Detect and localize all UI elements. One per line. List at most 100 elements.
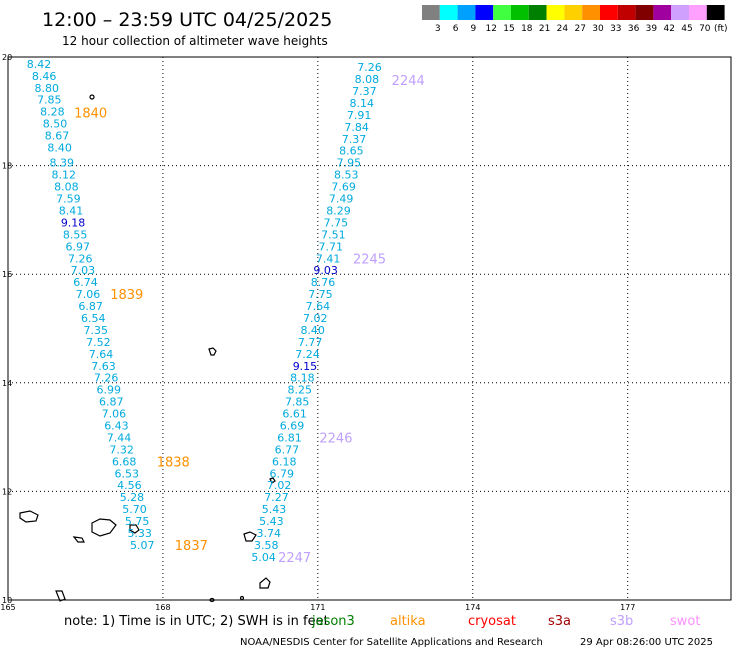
- wave-height-value: 5.07: [130, 539, 155, 552]
- legend-tick-label: 6: [453, 24, 459, 34]
- wave-height-value: 8.08: [355, 73, 380, 86]
- satellite-s3a-label: s3a: [548, 614, 571, 629]
- longitude-tick-label: 174: [465, 603, 480, 612]
- legend-swatch: [635, 5, 654, 20]
- note-row: note: 1) Time is in UTC; 2) SWH is in fe…: [64, 614, 700, 629]
- wave-height-value: 6.79: [269, 467, 294, 480]
- wave-height-value: 7.35: [84, 324, 109, 337]
- wave-height-value: 6.54: [81, 312, 106, 325]
- wave-height-value: 3.58: [254, 539, 279, 552]
- pass-number-label: 2244: [392, 74, 425, 89]
- note-text: note: 1) Time is in UTC; 2) SWH is in fe…: [64, 614, 329, 629]
- longitude-tick-label: 171: [310, 603, 325, 612]
- legend-tick-label: 36: [628, 24, 640, 34]
- pass-labels: 1840 1839 1838 1837 2244 2245 2246 2247: [74, 74, 425, 566]
- satellite-swot-label: swot: [670, 614, 700, 629]
- wave-height-value: 7.64: [306, 300, 331, 313]
- latitude-tick-label: 10: [2, 596, 12, 605]
- wave-height-value: 7.77: [298, 336, 323, 349]
- wave-height-value: 6.87: [99, 396, 124, 409]
- legend-swatch: [511, 5, 529, 20]
- track-1840: 8.428.468.807.858.288.508.678.40 8.398.12…: [27, 58, 88, 242]
- wave-height-value: 8.50: [43, 118, 68, 131]
- wave-height-value: 7.02: [267, 479, 292, 492]
- wave-height-value: 8.65: [339, 145, 364, 158]
- wave-height-value: 7.26: [68, 252, 93, 265]
- wave-height-value: 7.24: [295, 348, 320, 361]
- island: [19, 510, 39, 523]
- wave-height-value: 7.02: [303, 312, 328, 325]
- legend-swatch: [689, 5, 707, 20]
- satellite-jason3-label: jason3: [311, 614, 355, 629]
- legend-tick-label: 30: [592, 24, 604, 34]
- wave-height-value: 3.74: [257, 527, 282, 540]
- wave-height-value: 6.77: [275, 443, 300, 456]
- legend-tick-label: 45: [681, 24, 692, 34]
- track-1837: 5.07: [130, 539, 155, 552]
- axis-ticks: 165 168 171 174 177 20 18 16 14 12 10: [0, 53, 635, 612]
- graticule: [8, 57, 731, 600]
- wave-height-value: 7.91: [347, 109, 372, 122]
- wave-height-value: 6.99: [96, 384, 121, 397]
- legend-swatch: [653, 5, 672, 20]
- wave-height-value: 8.39: [49, 157, 74, 170]
- latitude-tick-label: 18: [2, 162, 12, 171]
- legend-tick-label: 12: [485, 24, 496, 34]
- wave-height-value: 7.75: [324, 216, 349, 229]
- legend-swatch: [617, 5, 636, 20]
- wave-height-value: 6.18: [272, 455, 297, 468]
- wave-height-value: 8.29: [326, 204, 351, 217]
- color-legend: 3 6 9 12 15 18 21 24 27 30 33 36 39 42 45 70: [422, 5, 725, 34]
- wave-height-value: 8.80: [34, 82, 59, 95]
- wave-height-value: 5.04: [251, 551, 276, 564]
- wave-height-value: 7.63: [91, 360, 116, 373]
- wave-height-value: 6.68: [112, 455, 137, 468]
- island: [89, 94, 95, 100]
- satellite-cryosat-label: cryosat: [468, 614, 516, 629]
- wave-height-value: 5.75: [125, 515, 150, 528]
- footer-timestamp: 29 Apr 08:26:00 UTC 2025: [580, 637, 713, 648]
- wave-height-value: 7.64: [89, 348, 114, 361]
- legend-tick-label: 21: [539, 24, 550, 34]
- latitude-tick-label: 14: [2, 379, 12, 388]
- map-frame: [7, 56, 732, 601]
- wave-height-value: 7.32: [109, 443, 134, 456]
- legend-swatch: [706, 5, 725, 20]
- wave-height-value: 7.41: [316, 252, 341, 265]
- legend-tick-label: 3: [435, 24, 441, 34]
- wave-height-value: 8.14: [350, 97, 375, 110]
- wave-height-value: 7.26: [357, 61, 382, 74]
- wave-height-value: 7.95: [337, 157, 362, 170]
- legend-swatch: [439, 5, 458, 20]
- island: [239, 595, 245, 601]
- footer-source: NOAA/NESDIS Center for Satellite Applica…: [240, 637, 543, 648]
- wave-height-value: 6.74: [73, 276, 98, 289]
- island: [243, 531, 257, 542]
- track-2245: 9.038.767.757.647.028.407.777.249.158.18…: [277, 264, 338, 444]
- map-area: 8.428.468.807.858.288.508.678.408.398.12…: [0, 53, 732, 612]
- pass-number-label: 1838: [157, 455, 190, 470]
- legend-swatch: [546, 5, 565, 20]
- legend-tick-label: 18: [521, 24, 533, 34]
- wave-height-value: 7.59: [56, 193, 81, 206]
- wave-height-value: 7.27: [264, 491, 289, 504]
- pass-number-label: 1839: [110, 288, 143, 303]
- legend-tick-label: 9: [471, 24, 477, 34]
- wave-height-value: 7.37: [352, 85, 377, 98]
- wave-height-value: 7.75: [308, 288, 333, 301]
- wave-height-value: 7.06: [76, 288, 101, 301]
- wave-height-value: 7.49: [329, 193, 354, 206]
- wave-height-value: 8.55: [63, 228, 88, 241]
- wave-height-tracks: 8.428.468.807.858.288.508.678.408.398.12…: [27, 58, 382, 564]
- latitude-tick-label: 12: [2, 487, 12, 496]
- satellite-legend: jason3 altika cryosat s3a s3b swot: [311, 614, 700, 629]
- wave-height-value: 8.28: [40, 106, 65, 119]
- legend-tick-label: 24: [557, 24, 569, 34]
- legend-swatch: [564, 5, 583, 20]
- island: [129, 524, 140, 534]
- legend-swatch: [671, 5, 689, 20]
- wave-height-value: 8.42: [27, 58, 52, 71]
- wave-height-value: 7.06: [102, 408, 127, 421]
- longitude-tick-label: 168: [155, 603, 170, 612]
